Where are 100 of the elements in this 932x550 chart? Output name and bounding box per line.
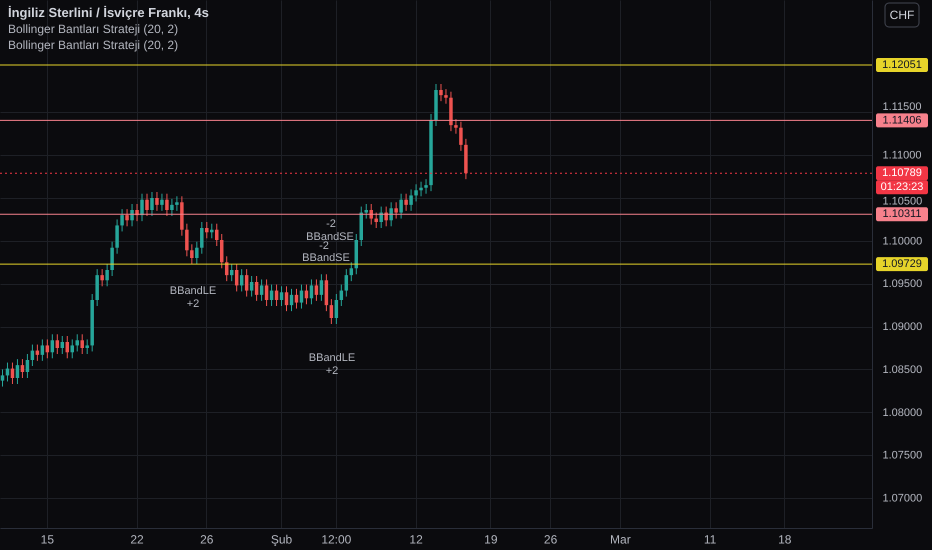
annotation: +2 <box>326 365 338 377</box>
annotation: -2 <box>326 218 336 230</box>
candlestick <box>190 244 194 264</box>
candlestick <box>270 284 274 306</box>
candlestick <box>170 198 174 216</box>
candlestick <box>264 278 268 306</box>
candlestick <box>165 193 169 216</box>
candlestick <box>250 276 254 298</box>
candlestick <box>185 223 189 257</box>
candlestick <box>234 264 238 292</box>
candlestick <box>10 362 14 384</box>
candlestick <box>389 202 393 227</box>
ref-line-label: 1.09729 <box>882 258 922 270</box>
annotation: BBandLE <box>170 285 216 297</box>
candlestick <box>36 344 40 362</box>
candlestick <box>110 241 114 276</box>
annotation: BBandSE <box>302 252 350 264</box>
candlestick <box>50 334 54 359</box>
x-tick-label: Şub <box>270 532 293 546</box>
candlestick <box>200 222 204 254</box>
candlestick <box>254 276 258 302</box>
candlestick <box>399 193 403 220</box>
y-tick-label: 1.08000 <box>882 406 922 419</box>
candlestick <box>294 288 298 310</box>
candlestick <box>454 118 458 134</box>
candlestick <box>224 256 228 282</box>
candlestick <box>75 334 79 352</box>
candlestick <box>404 193 408 212</box>
candlestick <box>100 268 104 287</box>
y-tick-label: 1.07000 <box>882 492 922 504</box>
candlestick <box>30 344 34 366</box>
candlestick <box>210 223 214 239</box>
candlestick <box>280 286 284 306</box>
candlestick <box>379 206 383 228</box>
candlestick <box>334 294 338 324</box>
candlestick <box>20 358 24 378</box>
candlestick <box>105 264 109 287</box>
text: CHF <box>890 8 914 22</box>
y-tick-label: 1.10500 <box>882 196 922 208</box>
candlestick <box>300 284 304 310</box>
candlestick <box>409 188 413 212</box>
candlestick <box>80 334 84 354</box>
candlestick <box>175 196 179 212</box>
ref-line-label: 1.10311 <box>882 208 922 220</box>
x-tick-label: 12:00 <box>321 532 352 546</box>
candlestick <box>120 208 124 232</box>
candlestick <box>310 278 314 305</box>
candlestick <box>384 206 388 227</box>
candlestick <box>6 362 10 382</box>
candlestick <box>244 268 248 298</box>
annotation: -2 <box>319 240 329 252</box>
candlestick <box>284 286 288 312</box>
candlestick <box>195 241 199 264</box>
y-tick-label: 1.11500 <box>882 100 922 113</box>
candlestick <box>419 181 423 197</box>
candlestick <box>205 222 209 239</box>
candlestick <box>66 336 70 359</box>
x-tick-label: 18 <box>778 532 792 546</box>
x-tick-label: 26 <box>544 532 558 546</box>
candlestick <box>274 284 278 306</box>
candlestick <box>364 204 368 220</box>
candlestick <box>220 234 224 269</box>
x-tick-label: 26 <box>200 532 214 546</box>
candlestick <box>230 264 234 282</box>
x-tick-label: 12 <box>409 532 424 546</box>
candlestick <box>314 278 318 302</box>
candlestick <box>140 193 144 222</box>
candlestick <box>150 192 154 216</box>
candlestick <box>125 208 129 227</box>
candlestick <box>46 338 50 359</box>
candlestick <box>40 338 44 362</box>
candlestick <box>70 338 74 359</box>
candlestick <box>304 284 308 305</box>
candlestick <box>444 88 448 104</box>
candlestick <box>85 338 89 354</box>
y-tick-label: 1.10000 <box>882 235 922 248</box>
candlestick <box>439 84 443 102</box>
candlestick <box>330 298 334 324</box>
candlestick <box>160 193 164 212</box>
candlestick <box>115 218 119 254</box>
candlestick <box>320 274 324 302</box>
ref-line-label: 1.11406 <box>882 114 922 126</box>
candlestick <box>350 262 354 282</box>
x-tick-label: 15 <box>40 532 54 546</box>
y-tick-label: 1.09000 <box>882 321 922 334</box>
candlestick <box>424 178 428 194</box>
candlestick <box>130 204 134 227</box>
candlestick <box>16 358 20 384</box>
x-tick-label: 11 <box>704 532 717 546</box>
text: 01:23:23 <box>880 181 924 194</box>
candlestick <box>459 121 463 152</box>
y-tick-label: 1.08500 <box>882 364 922 376</box>
candlestick <box>394 202 398 220</box>
candlestick <box>60 336 64 354</box>
x-tick-label: 19 <box>484 532 498 546</box>
x-tick-label: 22 <box>130 532 144 546</box>
candlestick <box>26 354 30 378</box>
annotation: +2 <box>186 298 200 310</box>
candlestick <box>374 212 378 228</box>
ref-line-label: 1.12051 <box>882 59 922 72</box>
